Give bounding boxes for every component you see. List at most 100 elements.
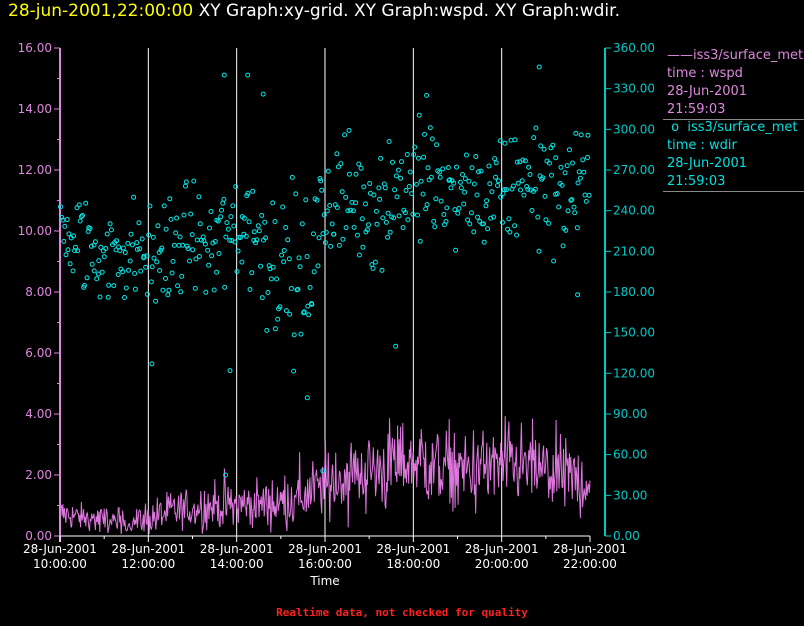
wdir-point <box>410 211 416 217</box>
wdir-point <box>353 200 359 206</box>
legend-wspd-date: 28-Jun-2001 <box>667 84 748 99</box>
wdir-point <box>178 289 184 295</box>
wdir-point <box>566 147 572 153</box>
wdir-point <box>346 171 352 177</box>
wdir-point <box>493 174 498 180</box>
wdir-point <box>322 240 328 246</box>
wdir-point <box>366 222 371 228</box>
wdir-point <box>501 187 507 193</box>
wdir-point <box>82 282 87 288</box>
wdir-point <box>259 295 265 301</box>
wdir-point <box>111 283 117 289</box>
wdir-point <box>106 282 112 288</box>
wdir-point <box>491 214 497 220</box>
wdir-point <box>230 203 236 209</box>
wdir-point <box>445 165 451 170</box>
wdir-point <box>149 264 155 270</box>
wdir-point <box>293 191 299 197</box>
wdir-point <box>409 191 415 197</box>
wdir-point <box>374 221 380 227</box>
wdir-point <box>486 163 492 169</box>
wdir-point <box>562 170 568 176</box>
wdir-point <box>125 240 131 246</box>
title-timestamp: 28-jun-2001,22:00:00 <box>8 1 194 21</box>
y-left-tick-label: 16.00 <box>18 41 52 55</box>
wdir-point <box>433 196 439 202</box>
wdir-point <box>232 239 238 245</box>
y-right-tick-label: 330.00 <box>613 82 655 96</box>
y-left-tick-label: 2.00 <box>25 468 52 482</box>
wdir-point <box>580 157 586 163</box>
y-right-tick-label: 90.00 <box>613 407 647 421</box>
wdir-point <box>329 221 335 227</box>
x-tick-date: 28-Jun-2001 <box>553 542 627 556</box>
wdir-point <box>268 276 274 282</box>
wdir-point <box>385 234 391 240</box>
wdir-point <box>67 261 73 267</box>
wdir-point <box>137 246 143 252</box>
wdir-point <box>206 262 212 268</box>
wdir-point <box>77 218 83 224</box>
wdir-point <box>382 185 388 191</box>
wdir-point <box>560 243 566 249</box>
wdir-point <box>296 255 302 261</box>
wdir-point <box>437 174 443 180</box>
wdir-point <box>171 242 177 248</box>
x-axis-label: Time <box>309 574 339 588</box>
wdir-point <box>286 256 292 262</box>
wdir-point <box>495 178 501 184</box>
wdir-point <box>84 275 90 281</box>
wdir-point <box>253 240 259 246</box>
wdir-point <box>461 201 467 207</box>
wdir-point <box>469 165 475 171</box>
wdir-point <box>582 192 588 198</box>
wdir-point <box>406 184 412 189</box>
wdir-point <box>536 248 542 254</box>
wdir-point <box>283 308 289 314</box>
x-tick-date: 28-Jun-2001 <box>23 542 97 556</box>
wdir-point <box>183 179 189 185</box>
y-right-tick-label: 60.00 <box>613 448 647 462</box>
wdir-point <box>376 185 382 191</box>
wdir-point <box>385 210 391 216</box>
wdir-point <box>339 189 345 195</box>
wdir-point <box>279 252 285 258</box>
wdir-point <box>454 164 459 170</box>
wdir-point <box>476 169 481 175</box>
wdir-point <box>527 172 533 177</box>
wdir-point <box>361 184 367 190</box>
wdir-point <box>543 217 549 223</box>
title-graph-names: XY Graph:xy-grid. XY Graph:wspd. XY Grap… <box>198 1 620 21</box>
wdir-point <box>136 220 142 226</box>
wdir-point <box>340 236 346 242</box>
wdir-point <box>538 143 544 149</box>
x-tick-time: 20:00:00 <box>475 557 529 571</box>
wdir-point <box>153 298 159 304</box>
wdir-point <box>95 271 101 277</box>
wdir-point <box>512 223 518 229</box>
legend-wdir: o iss3/surface_met time : wdir 28-Jun-20… <box>663 119 804 191</box>
wdir-point <box>519 178 525 184</box>
wdir-point <box>262 219 268 225</box>
wdir-point <box>288 286 294 291</box>
wdir-point <box>265 290 271 295</box>
wdir-point <box>120 269 126 275</box>
wdir-point <box>412 144 418 150</box>
wdir-point <box>211 287 217 293</box>
wdir-point <box>405 217 411 223</box>
wdir-point <box>239 259 245 265</box>
wdir-point <box>123 285 129 291</box>
wdir-point <box>251 229 257 235</box>
wdir-point <box>380 215 386 221</box>
wdir-point <box>336 242 342 248</box>
wdir-point <box>281 259 287 265</box>
wdir-point <box>225 226 231 232</box>
wdir-point <box>531 135 537 141</box>
wdir-point <box>200 234 206 240</box>
wdir-point <box>174 215 180 221</box>
wdir-point <box>546 220 552 226</box>
wdir-point <box>574 225 580 231</box>
wdir-point <box>515 180 521 186</box>
wdir-point <box>221 196 227 202</box>
